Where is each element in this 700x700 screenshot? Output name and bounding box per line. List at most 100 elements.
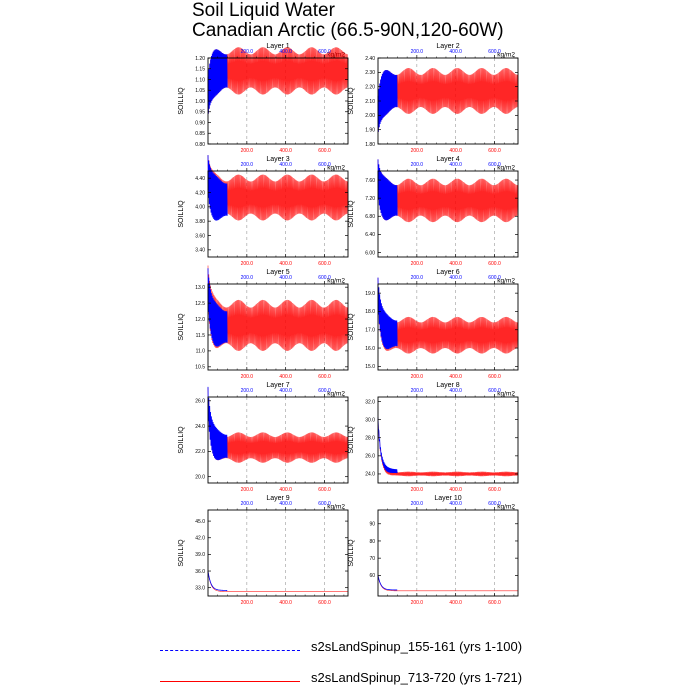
y-tick-label: 60 [369,573,375,579]
y-tick-label: 18.0 [365,309,375,315]
panel-layer-1: Layer 1kg/m2SOILLIQ200.0200.0400.0400.06… [178,43,349,154]
series-run-a [207,386,228,461]
panel-title: Layer 6 [436,269,459,276]
y-axis-label: SOILLIQ [178,87,185,115]
panel-title: Layer 10 [434,495,461,502]
y-tick-label: 4.20 [195,190,205,196]
x-tick-label-bottom: 200.0 [411,374,424,380]
panel-title: Layer 4 [436,156,459,163]
y-tick-label: 10.5 [195,365,205,371]
panel-units: kg/m2 [497,278,515,285]
y-tick-label: 26.0 [195,399,205,405]
y-tick-label: 0.95 [195,110,205,116]
y-tick-label: 0.90 [195,120,205,126]
x-tick-label-top: 200.0 [241,388,254,394]
x-tick-label-bottom: 400.0 [449,374,462,380]
y-tick-label: 7.60 [365,178,375,184]
series-run-b [377,159,518,223]
x-tick-label-bottom: 600.0 [488,148,501,154]
series-run-a [377,575,398,591]
x-tick-label-bottom: 600.0 [318,261,331,267]
legend-swatch-run-b [160,681,300,682]
y-tick-label: 3.60 [195,233,205,239]
x-tick-label-top: 200.0 [241,162,254,168]
x-tick-label-top: 400.0 [449,162,462,168]
y-tick-label: 4.40 [195,176,205,182]
y-tick-label: 11.0 [196,349,206,355]
series-run-b [207,570,348,592]
series-run-a [207,155,228,221]
x-tick-label-bottom: 600.0 [318,148,331,154]
x-tick-label-top: 400.0 [279,275,292,281]
panel-units: kg/m2 [327,278,345,285]
plot-frame [377,396,519,484]
x-tick-label-top: 200.0 [411,388,424,394]
x-tick-label-bottom: 600.0 [488,487,501,493]
x-tick-label-bottom: 200.0 [411,487,424,493]
y-tick-label: 2.10 [365,99,375,105]
plot-frame [207,283,349,371]
legend-swatch-run-a [160,650,300,651]
x-tick-label-bottom: 400.0 [449,600,462,606]
series-run-a [377,69,398,132]
x-tick-label-top: 200.0 [241,49,254,55]
y-tick-label: 24.0 [195,424,205,430]
panel-units: kg/m2 [497,504,515,511]
y-axis-label: SOILLIQ [348,313,355,341]
x-tick-label-bottom: 400.0 [279,148,292,154]
y-axis-label: SOILLIQ [348,200,355,228]
panel-units: kg/m2 [497,165,515,172]
y-tick-label: 7.20 [365,196,375,202]
x-tick-label-bottom: 400.0 [449,261,462,267]
y-tick-label: 1.90 [365,127,375,133]
y-tick-label: 24.0 [365,472,375,478]
series-run-b [207,47,348,114]
x-tick-label-top: 600.0 [488,49,501,55]
series-run-b [377,575,518,592]
y-tick-label: 2.20 [365,84,375,90]
x-tick-label-bottom: 200.0 [241,374,254,380]
plot-frame [377,283,519,371]
plot-frame [377,509,519,597]
series-run-b [207,387,348,463]
series-run-b [377,417,518,477]
x-tick-label-top: 600.0 [488,388,501,394]
y-tick-label: 16.0 [365,346,375,352]
panel-title: Layer 2 [436,43,459,50]
y-tick-label: 1.05 [195,88,205,94]
y-tick-label: 1.10 [195,77,205,83]
y-tick-label: 70 [369,556,375,562]
x-tick-label-top: 200.0 [241,501,254,507]
x-tick-label-bottom: 200.0 [411,261,424,267]
panel-title: Layer 9 [266,495,289,502]
y-axis-label: SOILLIQ [178,200,185,228]
y-axis-label: SOILLIQ [178,426,185,454]
x-tick-label-top: 600.0 [488,275,501,281]
y-tick-label: 12.5 [195,301,205,307]
y-tick-label: 6.80 [365,214,375,220]
legend-item-run-b: s2sLandSpinup_713-720 (yrs 1-721) [160,670,700,691]
y-tick-label: 26.0 [365,454,375,460]
plot-frame [377,170,519,258]
x-tick-label-top: 400.0 [279,501,292,507]
legend-label-run-b: s2sLandSpinup_713-720 (yrs 1-721) [311,670,523,685]
x-tick-label-bottom: 400.0 [449,487,462,493]
x-tick-label-top: 600.0 [318,388,331,394]
y-tick-label: 1.00 [195,99,205,105]
y-tick-label: 4.00 [195,205,205,211]
y-axis-label: SOILLIQ [178,539,185,567]
x-tick-label-top: 600.0 [318,275,331,281]
y-tick-label: 39.0 [195,552,205,558]
x-tick-label-bottom: 600.0 [318,374,331,380]
x-tick-label-bottom: 400.0 [279,600,292,606]
panel-layer-7: Layer 7 kg/m2 SOILLIQ 200.0 200.0 400.0 400.0 6… [178,382,349,493]
series-run-a [207,49,228,114]
x-tick-label-top: 400.0 [279,388,292,394]
y-tick-label: 2.40 [365,56,375,62]
panel-layer-10: Layer 10 kg/m2 SOILLIQ 200.0 200.0 400.0 400.0… [348,495,519,606]
y-tick-label: 6.40 [365,232,375,238]
series-run-b [377,68,518,132]
x-tick-label-top: 200.0 [241,275,254,281]
legend-item-run-a: s2sLandSpinup_155-161 (yrs 1-100) [160,639,700,660]
